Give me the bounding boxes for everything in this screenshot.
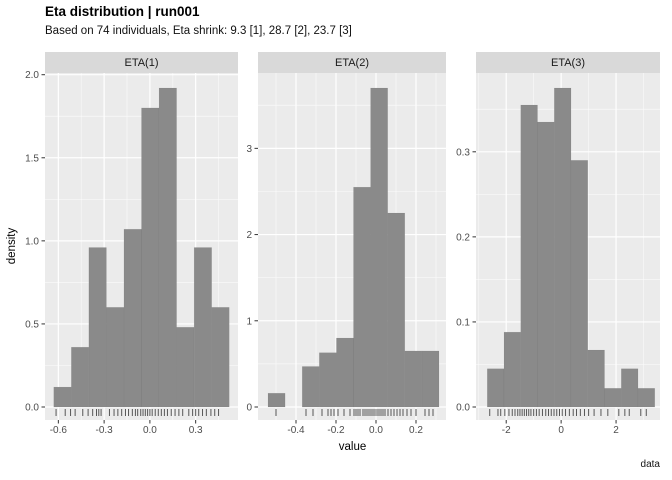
histogram-bar — [621, 368, 639, 408]
histogram-bar — [387, 212, 406, 408]
histogram-bar — [158, 87, 177, 408]
histogram-bar — [637, 388, 656, 408]
y-tick-label: 0.5 — [25, 319, 39, 330]
y-tick-label: 0.3 — [456, 147, 470, 158]
histogram-bar — [487, 368, 505, 408]
histogram-bar — [176, 327, 195, 408]
x-tick-label: 0 — [558, 425, 564, 436]
histogram-bar — [71, 346, 90, 408]
histogram-bar — [106, 307, 125, 408]
x-tick-label: 0.0 — [143, 425, 157, 436]
facet-strip — [45, 52, 238, 73]
histogram-bar — [537, 121, 555, 408]
facet-strip-label: ETA(3) — [551, 57, 585, 69]
y-tick-label: 0.2 — [456, 232, 470, 243]
x-tick-label: 0.2 — [409, 425, 423, 436]
x-tick-label: -2 — [502, 425, 511, 436]
histogram-bar — [53, 386, 72, 408]
histogram-bar — [336, 337, 354, 408]
histogram-bar — [301, 366, 320, 408]
x-axis-title: value — [338, 441, 367, 453]
histogram-bar — [141, 107, 160, 408]
y-tick-label: 2.0 — [25, 70, 39, 81]
histogram-bar — [570, 160, 589, 408]
y-tick-label: 1.0 — [25, 236, 39, 247]
histogram-bar — [319, 352, 337, 408]
histogram-bar — [520, 104, 538, 408]
chart-subtitle: Based on 74 individuals, Eta shrink: 9.3… — [45, 25, 352, 37]
histogram-bar — [370, 87, 388, 408]
x-tick-label: -0.4 — [287, 425, 305, 436]
y-tick-label: 1.5 — [25, 153, 39, 164]
facet-strip — [476, 52, 660, 73]
histogram-bar — [211, 307, 230, 408]
histogram-bar — [353, 186, 371, 408]
histogram-bar — [267, 392, 286, 408]
y-tick-label: 0.1 — [456, 317, 470, 328]
facet-strip — [258, 52, 446, 73]
facet-strip-label: ETA(2) — [335, 57, 369, 69]
x-tick-label: -0.2 — [327, 425, 345, 436]
histogram-bar — [554, 87, 572, 408]
chart-title: Eta distribution | run001 — [45, 4, 200, 19]
x-tick-label: 0.3 — [189, 425, 203, 436]
x-tick-label: -0.3 — [96, 425, 114, 436]
x-tick-label: -0.6 — [50, 425, 68, 436]
caption: data — [640, 459, 660, 470]
y-tick-label: 0.0 — [456, 403, 470, 414]
histogram-bar — [587, 349, 605, 408]
y-tick-label: 0 — [246, 403, 252, 414]
y-tick-label: 3 — [246, 144, 252, 155]
y-tick-label: 2 — [246, 230, 252, 241]
histogram-bar — [503, 331, 522, 408]
histogram-bar — [604, 388, 622, 408]
y-tick-label: 0.0 — [25, 403, 39, 414]
histogram-bar — [88, 247, 107, 408]
histogram-bar — [404, 350, 423, 408]
histogram-bar — [421, 350, 440, 408]
y-tick-label: 1 — [246, 316, 252, 327]
histogram-bar — [193, 247, 212, 408]
facet-strip-label: ETA(1) — [124, 57, 158, 69]
x-tick-label: 2 — [613, 425, 619, 436]
histogram-bar — [123, 228, 142, 408]
x-tick-label: 0.0 — [369, 425, 383, 436]
